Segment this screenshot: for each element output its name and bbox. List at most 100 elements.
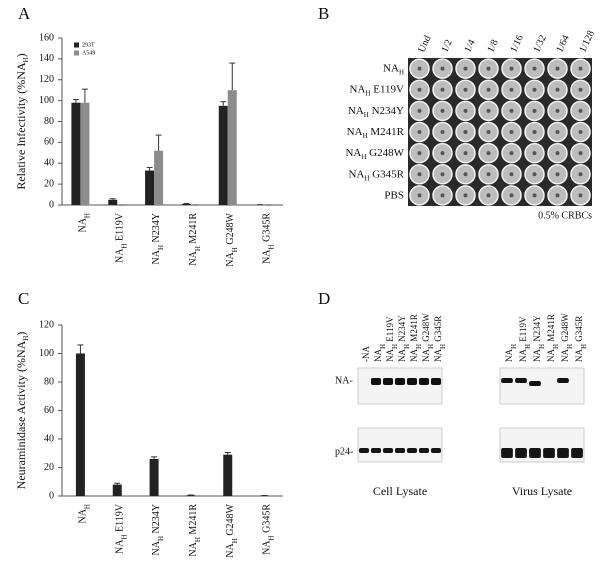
column-label: 1/32	[531, 33, 548, 54]
label-part: M241R	[188, 504, 199, 537]
label-part: NA	[188, 541, 199, 556]
panel-letter: B	[318, 4, 329, 23]
y-tick-label: 100	[39, 348, 54, 359]
well-center	[463, 193, 468, 198]
label-part: G248W	[421, 313, 431, 344]
well-center	[486, 66, 491, 71]
bar	[71, 102, 81, 205]
band	[543, 448, 555, 458]
label-part: NA	[262, 540, 273, 555]
well-center	[578, 108, 583, 113]
label-part: NA	[225, 251, 236, 266]
row-label: NAH G248W	[345, 147, 404, 161]
blot-upper	[357, 367, 443, 405]
blot-lower	[499, 427, 585, 463]
label-part: N234Y	[532, 315, 542, 344]
label-part: G248W	[560, 313, 570, 344]
subscript: H	[566, 344, 574, 349]
label-part: NA	[151, 249, 162, 264]
well-center	[532, 66, 537, 71]
bar	[145, 170, 155, 205]
x-tick-label: NAH G345R	[262, 504, 275, 555]
plate-note: 0.5% CRBCs	[538, 210, 592, 221]
well-center	[509, 108, 514, 113]
x-tick-label: NAH	[78, 213, 91, 233]
label-part: NA	[383, 62, 399, 74]
label-part: NA	[504, 349, 514, 362]
band	[557, 448, 569, 458]
blot-upper	[499, 367, 585, 405]
y-tick-label: 120	[39, 74, 54, 85]
legend-swatch	[74, 50, 79, 56]
label-part: NA	[345, 147, 361, 159]
well-center	[532, 151, 537, 156]
label-part: NA	[115, 539, 126, 554]
y-tick-label: 160	[39, 32, 54, 43]
label-part: NA	[574, 349, 584, 362]
band	[501, 448, 513, 458]
size-marker: NA-	[335, 375, 353, 386]
y-tick-label: 120	[39, 319, 54, 330]
label-part: NA	[532, 349, 542, 362]
subscript: H	[230, 538, 238, 543]
y-tick-label: 20	[44, 178, 54, 189]
column-label: 1/64	[554, 33, 571, 54]
label-part: NA	[349, 168, 365, 180]
well-center	[555, 87, 560, 92]
panel-letter: A	[18, 4, 31, 23]
y-axis-label: Relative Infectivity (%NAH)	[14, 53, 30, 189]
well-center	[509, 193, 514, 198]
label-part: E119V	[370, 83, 404, 95]
label-part: N234Y	[151, 213, 162, 245]
row-label: PBS	[384, 189, 404, 201]
well-center	[440, 87, 445, 92]
subscript: H	[120, 534, 128, 539]
label-part: M241R	[188, 213, 199, 246]
bar	[186, 495, 196, 496]
label-part: NA	[433, 349, 443, 362]
y-tick-label: 0	[49, 199, 54, 210]
band	[382, 378, 394, 385]
y-tick-label: 100	[39, 95, 54, 106]
well-center	[463, 151, 468, 156]
well-center	[417, 87, 422, 92]
lane-label: NAH G248W	[560, 313, 574, 362]
y-tick-label: 80	[44, 376, 54, 387]
subscript: H	[364, 110, 369, 118]
label-part: E119V	[385, 316, 395, 344]
label-part: Neuraminidase Activity (%NA	[14, 340, 28, 489]
subscript: H	[364, 174, 369, 182]
band	[406, 378, 418, 385]
well-center	[486, 172, 491, 177]
y-tick-label: 140	[39, 53, 54, 64]
label-part: G248W	[366, 147, 404, 159]
well-center	[463, 108, 468, 113]
band	[370, 448, 382, 453]
well-center	[578, 193, 583, 198]
label-part: NA	[350, 83, 366, 95]
subscript: H	[524, 344, 532, 349]
label-part: E119V	[115, 212, 126, 243]
label-part: NA	[518, 349, 528, 362]
x-tick-label: NAH E119V	[115, 503, 128, 554]
well-center	[440, 66, 445, 71]
well-center	[417, 151, 422, 156]
subscript: H	[403, 344, 411, 349]
label-part: NA	[560, 349, 570, 362]
y-tick-label: 40	[44, 433, 54, 444]
subscript: H	[22, 57, 30, 62]
well-center	[440, 151, 445, 156]
well-center	[509, 66, 514, 71]
band	[406, 448, 418, 453]
well-center	[509, 130, 514, 134]
band	[529, 381, 541, 386]
subscript: H	[365, 89, 370, 97]
well-center	[509, 172, 514, 177]
subscript: H	[157, 536, 165, 541]
label-part: G345R	[262, 504, 273, 536]
column-label: 1/4	[462, 38, 477, 54]
panel-letter: C	[18, 289, 29, 308]
label-part: NA	[373, 349, 383, 362]
y-tick-label: 60	[44, 405, 54, 416]
subscript: H	[120, 243, 128, 248]
